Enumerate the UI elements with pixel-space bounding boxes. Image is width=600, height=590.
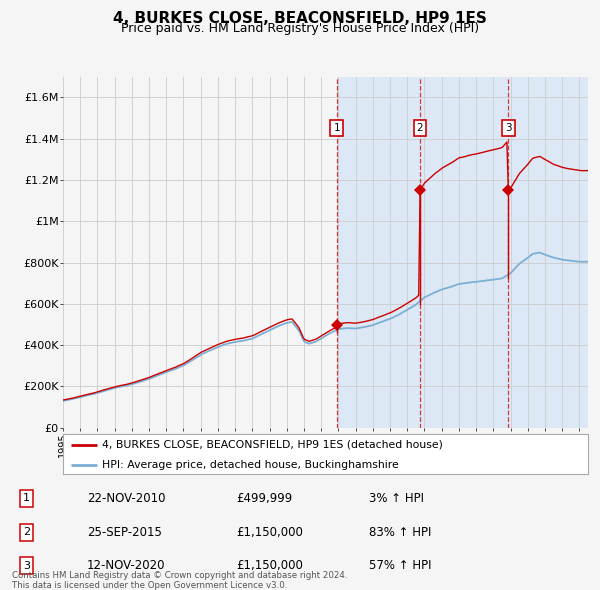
Text: 4, BURKES CLOSE, BEACONSFIELD, HP9 1ES (detached house): 4, BURKES CLOSE, BEACONSFIELD, HP9 1ES (… — [103, 440, 443, 450]
Text: £1,150,000: £1,150,000 — [236, 526, 304, 539]
Text: 1: 1 — [23, 493, 30, 503]
Text: HPI: Average price, detached house, Buckinghamshire: HPI: Average price, detached house, Buck… — [103, 460, 399, 470]
Text: Price paid vs. HM Land Registry's House Price Index (HPI): Price paid vs. HM Land Registry's House … — [121, 22, 479, 35]
Text: 2: 2 — [416, 123, 423, 133]
Text: 3% ↑ HPI: 3% ↑ HPI — [369, 492, 424, 505]
Text: 1: 1 — [334, 123, 340, 133]
Text: 3: 3 — [505, 123, 512, 133]
Text: 12-NOV-2020: 12-NOV-2020 — [87, 559, 166, 572]
Text: 25-SEP-2015: 25-SEP-2015 — [87, 526, 162, 539]
Text: £499,999: £499,999 — [236, 492, 293, 505]
Text: 4, BURKES CLOSE, BEACONSFIELD, HP9 1ES: 4, BURKES CLOSE, BEACONSFIELD, HP9 1ES — [113, 11, 487, 25]
Text: 22-NOV-2010: 22-NOV-2010 — [87, 492, 166, 505]
Bar — [337, 77, 588, 428]
Text: 57% ↑ HPI: 57% ↑ HPI — [369, 559, 431, 572]
Text: £1,150,000: £1,150,000 — [236, 559, 304, 572]
Text: 3: 3 — [23, 560, 30, 571]
Text: 2: 2 — [23, 527, 30, 537]
Text: Contains HM Land Registry data © Crown copyright and database right 2024.
This d: Contains HM Land Registry data © Crown c… — [12, 571, 347, 590]
Text: 83% ↑ HPI: 83% ↑ HPI — [369, 526, 431, 539]
